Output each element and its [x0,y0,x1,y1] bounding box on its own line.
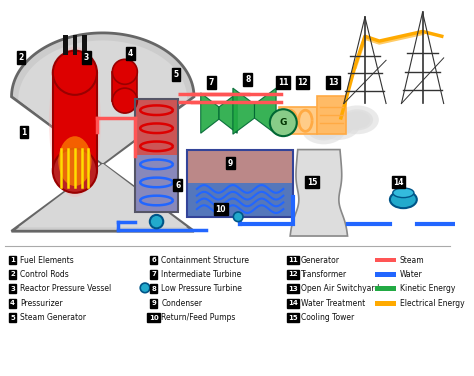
Text: 6: 6 [175,180,180,190]
Text: 13: 13 [288,286,298,292]
Text: 12: 12 [288,271,298,277]
Text: Transformer: Transformer [301,270,346,279]
Text: Condenser: Condenser [161,299,202,308]
Text: Containment Structure: Containment Structure [161,256,249,265]
Text: 14: 14 [288,300,298,306]
Text: 10: 10 [149,315,158,321]
Bar [317,96,346,134]
Ellipse shape [336,105,379,134]
Text: Open Air Switchyard: Open Air Switchyard [301,284,379,293]
Text: Reactor Pressure Vessel: Reactor Pressure Vessel [20,284,111,293]
Circle shape [233,212,243,221]
Text: Water: Water [400,270,422,279]
Bar [136,155,178,212]
Text: Fuel Elements: Fuel Elements [20,256,74,265]
Ellipse shape [112,88,137,113]
Text: 4: 4 [10,300,15,306]
Polygon shape [255,88,276,134]
Ellipse shape [53,149,97,193]
Text: 3: 3 [10,286,15,292]
Text: 15: 15 [288,315,298,321]
Bar [374,258,396,262]
Text: Pressurizer: Pressurizer [20,299,63,308]
Ellipse shape [344,111,370,129]
Ellipse shape [302,115,345,144]
Circle shape [270,109,297,136]
Text: 12: 12 [297,78,308,87]
Text: G: G [280,118,287,127]
Polygon shape [18,41,187,227]
Text: 3: 3 [84,53,89,62]
Text: Water Treatment: Water Treatment [301,299,365,308]
Text: 7: 7 [209,78,214,87]
Circle shape [140,283,150,293]
Text: Steam: Steam [400,256,424,265]
Text: 1: 1 [21,128,27,137]
Bar [112,72,137,101]
Polygon shape [219,93,237,133]
Bar [279,107,317,134]
Text: Electrical Energy: Electrical Energy [400,299,464,308]
Ellipse shape [58,136,91,186]
Text: Control Rods: Control Rods [20,270,69,279]
Text: 6: 6 [151,257,156,263]
Polygon shape [201,93,219,133]
Bar [374,272,396,277]
Bar [136,99,178,155]
Text: 11: 11 [278,78,289,87]
Text: Low Pressure Turbine: Low Pressure Turbine [161,284,242,293]
Bar [374,301,396,306]
Text: Cooling Tower: Cooling Tower [301,313,354,322]
Text: Generator: Generator [301,256,339,265]
Text: 8: 8 [151,286,156,292]
Ellipse shape [317,111,360,140]
Text: Return/Feed Pumps: Return/Feed Pumps [161,313,236,322]
Bar [187,150,293,217]
Bar [187,183,293,217]
Text: 13: 13 [328,78,338,87]
Ellipse shape [341,109,373,130]
Ellipse shape [308,119,339,141]
Bar [82,35,87,56]
Bar [136,99,178,212]
Text: 11: 11 [288,257,298,263]
Text: 9: 9 [151,300,156,306]
Text: Steam Generator: Steam Generator [20,313,86,322]
Text: 5: 5 [173,70,178,79]
Text: 8: 8 [245,75,250,84]
Bar [53,73,97,171]
Polygon shape [233,88,255,134]
Bar [374,287,396,291]
Text: 5: 5 [10,315,15,321]
Polygon shape [11,33,194,231]
Text: 2: 2 [10,271,15,277]
Text: Kinetic Energy: Kinetic Energy [400,284,455,293]
Text: 10: 10 [216,205,226,214]
Text: 4: 4 [128,49,133,58]
Ellipse shape [322,115,354,136]
Circle shape [150,215,163,228]
Ellipse shape [53,51,97,95]
Ellipse shape [325,117,351,134]
Bar [63,35,68,56]
Text: 15: 15 [307,178,317,187]
Polygon shape [290,150,347,236]
Bar [73,35,77,56]
Bar [187,150,293,183]
Text: 1: 1 [10,257,15,263]
Text: 7: 7 [151,271,156,277]
Text: 2: 2 [18,53,24,62]
Text: 9: 9 [228,159,233,168]
Ellipse shape [390,191,417,208]
Ellipse shape [310,121,337,138]
Text: Intermediate Turbine: Intermediate Turbine [161,270,242,279]
Ellipse shape [112,59,137,84]
Text: 14: 14 [393,178,404,187]
Ellipse shape [393,188,414,198]
